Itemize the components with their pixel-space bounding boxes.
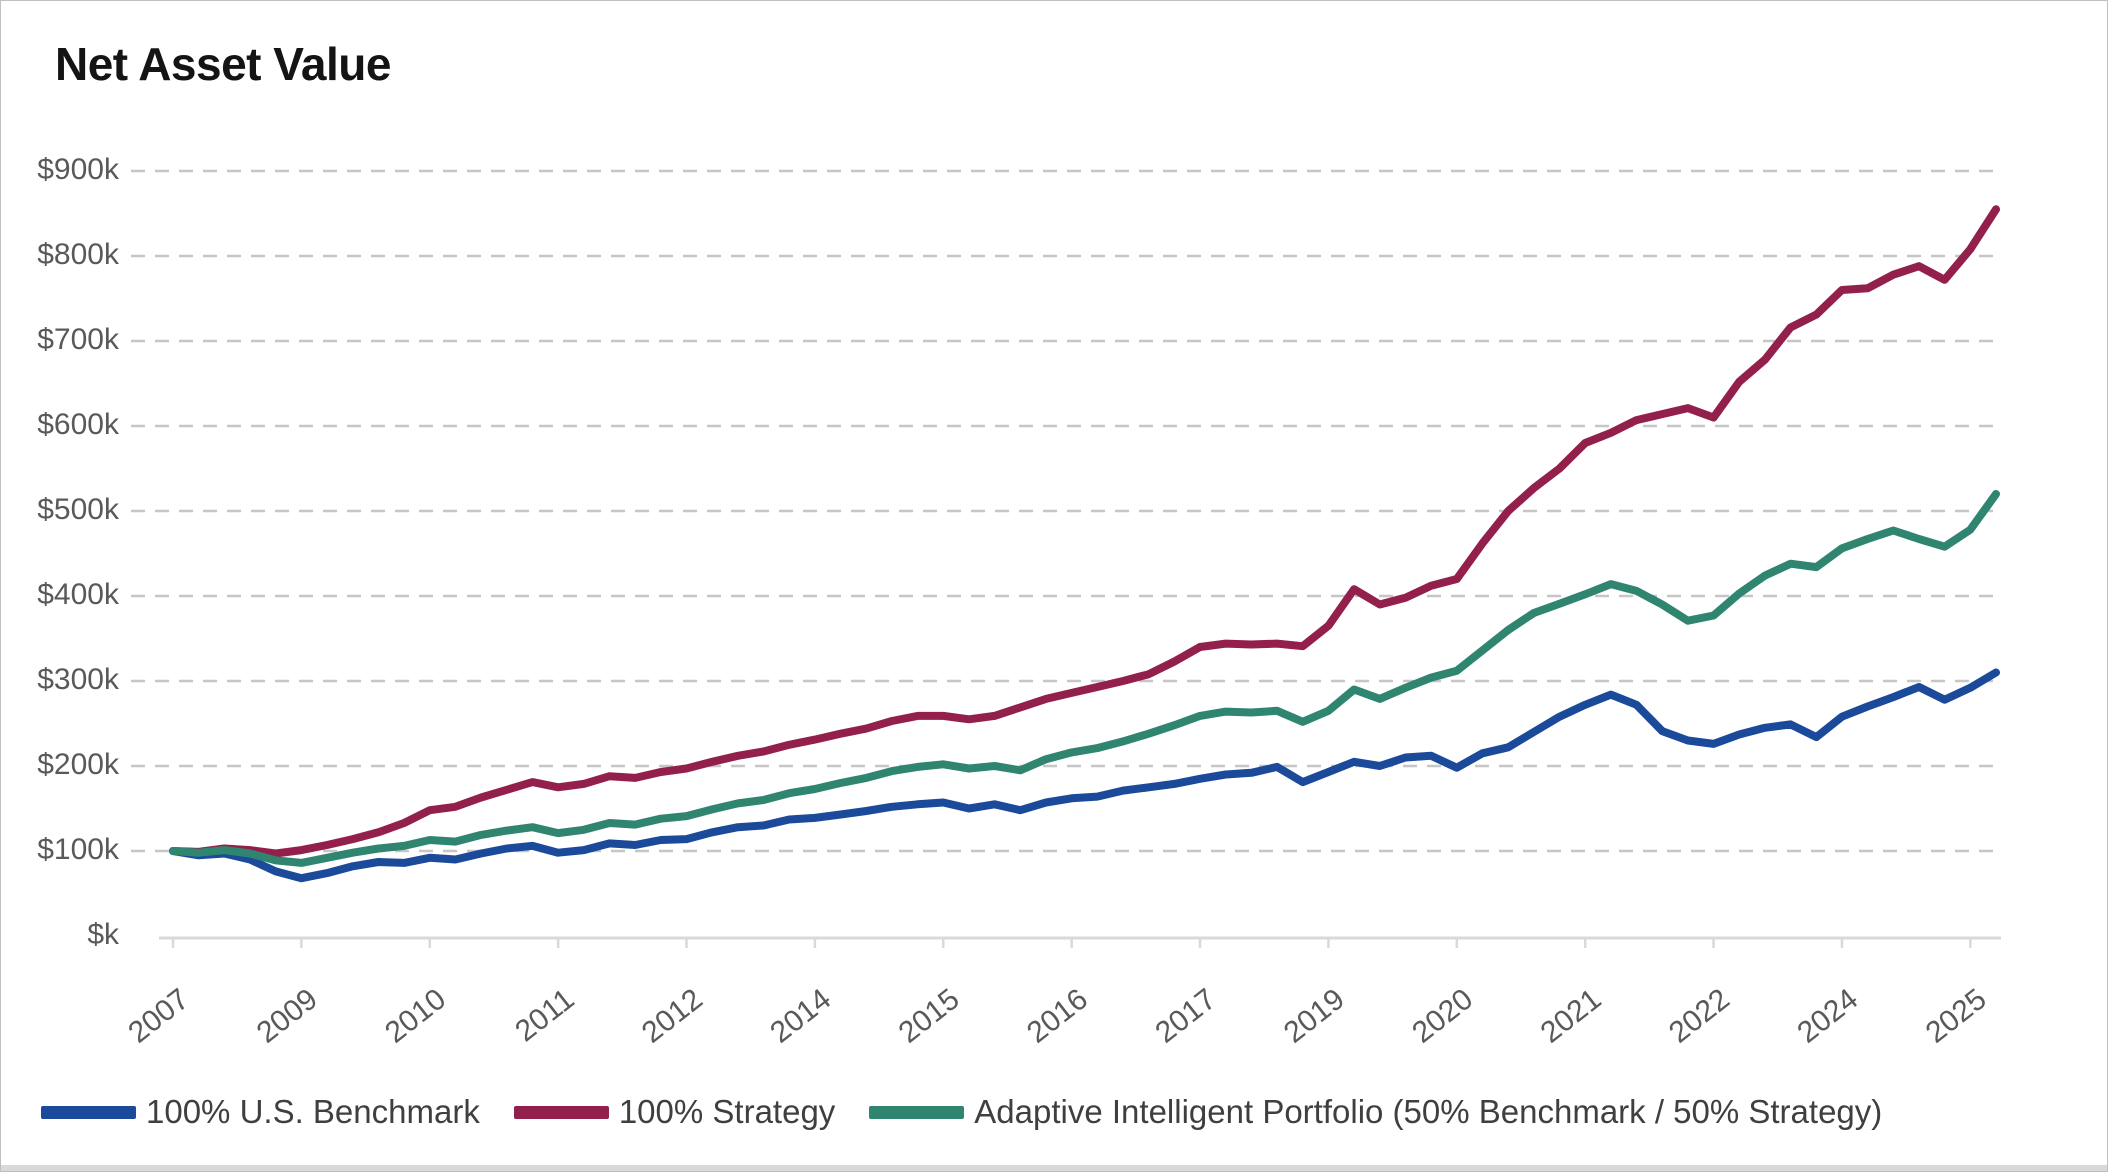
y-axis-label: $900k: [37, 153, 120, 186]
x-axis-label: 2017: [1149, 983, 1222, 1050]
y-axis-label: $k: [87, 918, 120, 951]
chart-legend: 100% U.S. Benchmark 100% Strategy Adaptive…: [41, 1093, 2097, 1131]
legend-swatch-icon: [41, 1105, 136, 1119]
bottom-border-strip: [1, 1165, 2107, 1171]
legend-swatch-icon: [869, 1105, 965, 1119]
x-axis-label: 2011: [509, 983, 580, 1049]
x-axis-label: 2021: [1535, 983, 1608, 1050]
legend-label: 100% U.S. Benchmark: [146, 1093, 480, 1130]
y-axis-label: $700k: [37, 323, 120, 356]
x-axis-label: 2019: [1278, 983, 1351, 1050]
y-axis-label: $400k: [37, 578, 120, 611]
x-axis-label: 2016: [1021, 983, 1094, 1050]
x-axis-label: 2014: [764, 983, 837, 1050]
y-axis-label: $500k: [37, 493, 120, 526]
series-line-strategy: [169, 205, 2000, 858]
x-axis-label: 2007: [122, 983, 195, 1050]
legend-item-benchmark: 100% U.S. Benchmark: [41, 1093, 480, 1131]
y-axis-label: $800k: [37, 238, 120, 271]
x-axis-label: 2015: [893, 983, 966, 1050]
legend-item-strategy: 100% Strategy: [513, 1093, 836, 1131]
x-axis-label: 2020: [1406, 983, 1479, 1050]
series-line-benchmark: [169, 668, 2000, 883]
y-axis-label: $100k: [37, 833, 120, 866]
legend-swatch-icon: [513, 1105, 609, 1119]
x-axis-label: 2009: [251, 983, 324, 1050]
y-axis-label: $600k: [37, 408, 120, 441]
y-axis-label: $200k: [37, 748, 120, 781]
legend-label: Adaptive Intelligent Portfolio (50% Benc…: [974, 1093, 1883, 1130]
series-line-adaptive: [169, 490, 2000, 867]
x-axis-label: 2025: [1920, 983, 1993, 1050]
legend-item-adaptive: Adaptive Intelligent Portfolio (50% Benc…: [869, 1093, 1882, 1131]
chart-title: Net Asset Value: [55, 38, 391, 90]
x-axis-label: 2022: [1663, 983, 1736, 1050]
x-axis-label: 2024: [1791, 983, 1864, 1050]
x-axis-label: 2012: [636, 983, 709, 1050]
x-axis-label: 2010: [379, 983, 452, 1050]
legend-label: 100% Strategy: [618, 1093, 836, 1130]
y-axis-label: $300k: [37, 663, 120, 696]
